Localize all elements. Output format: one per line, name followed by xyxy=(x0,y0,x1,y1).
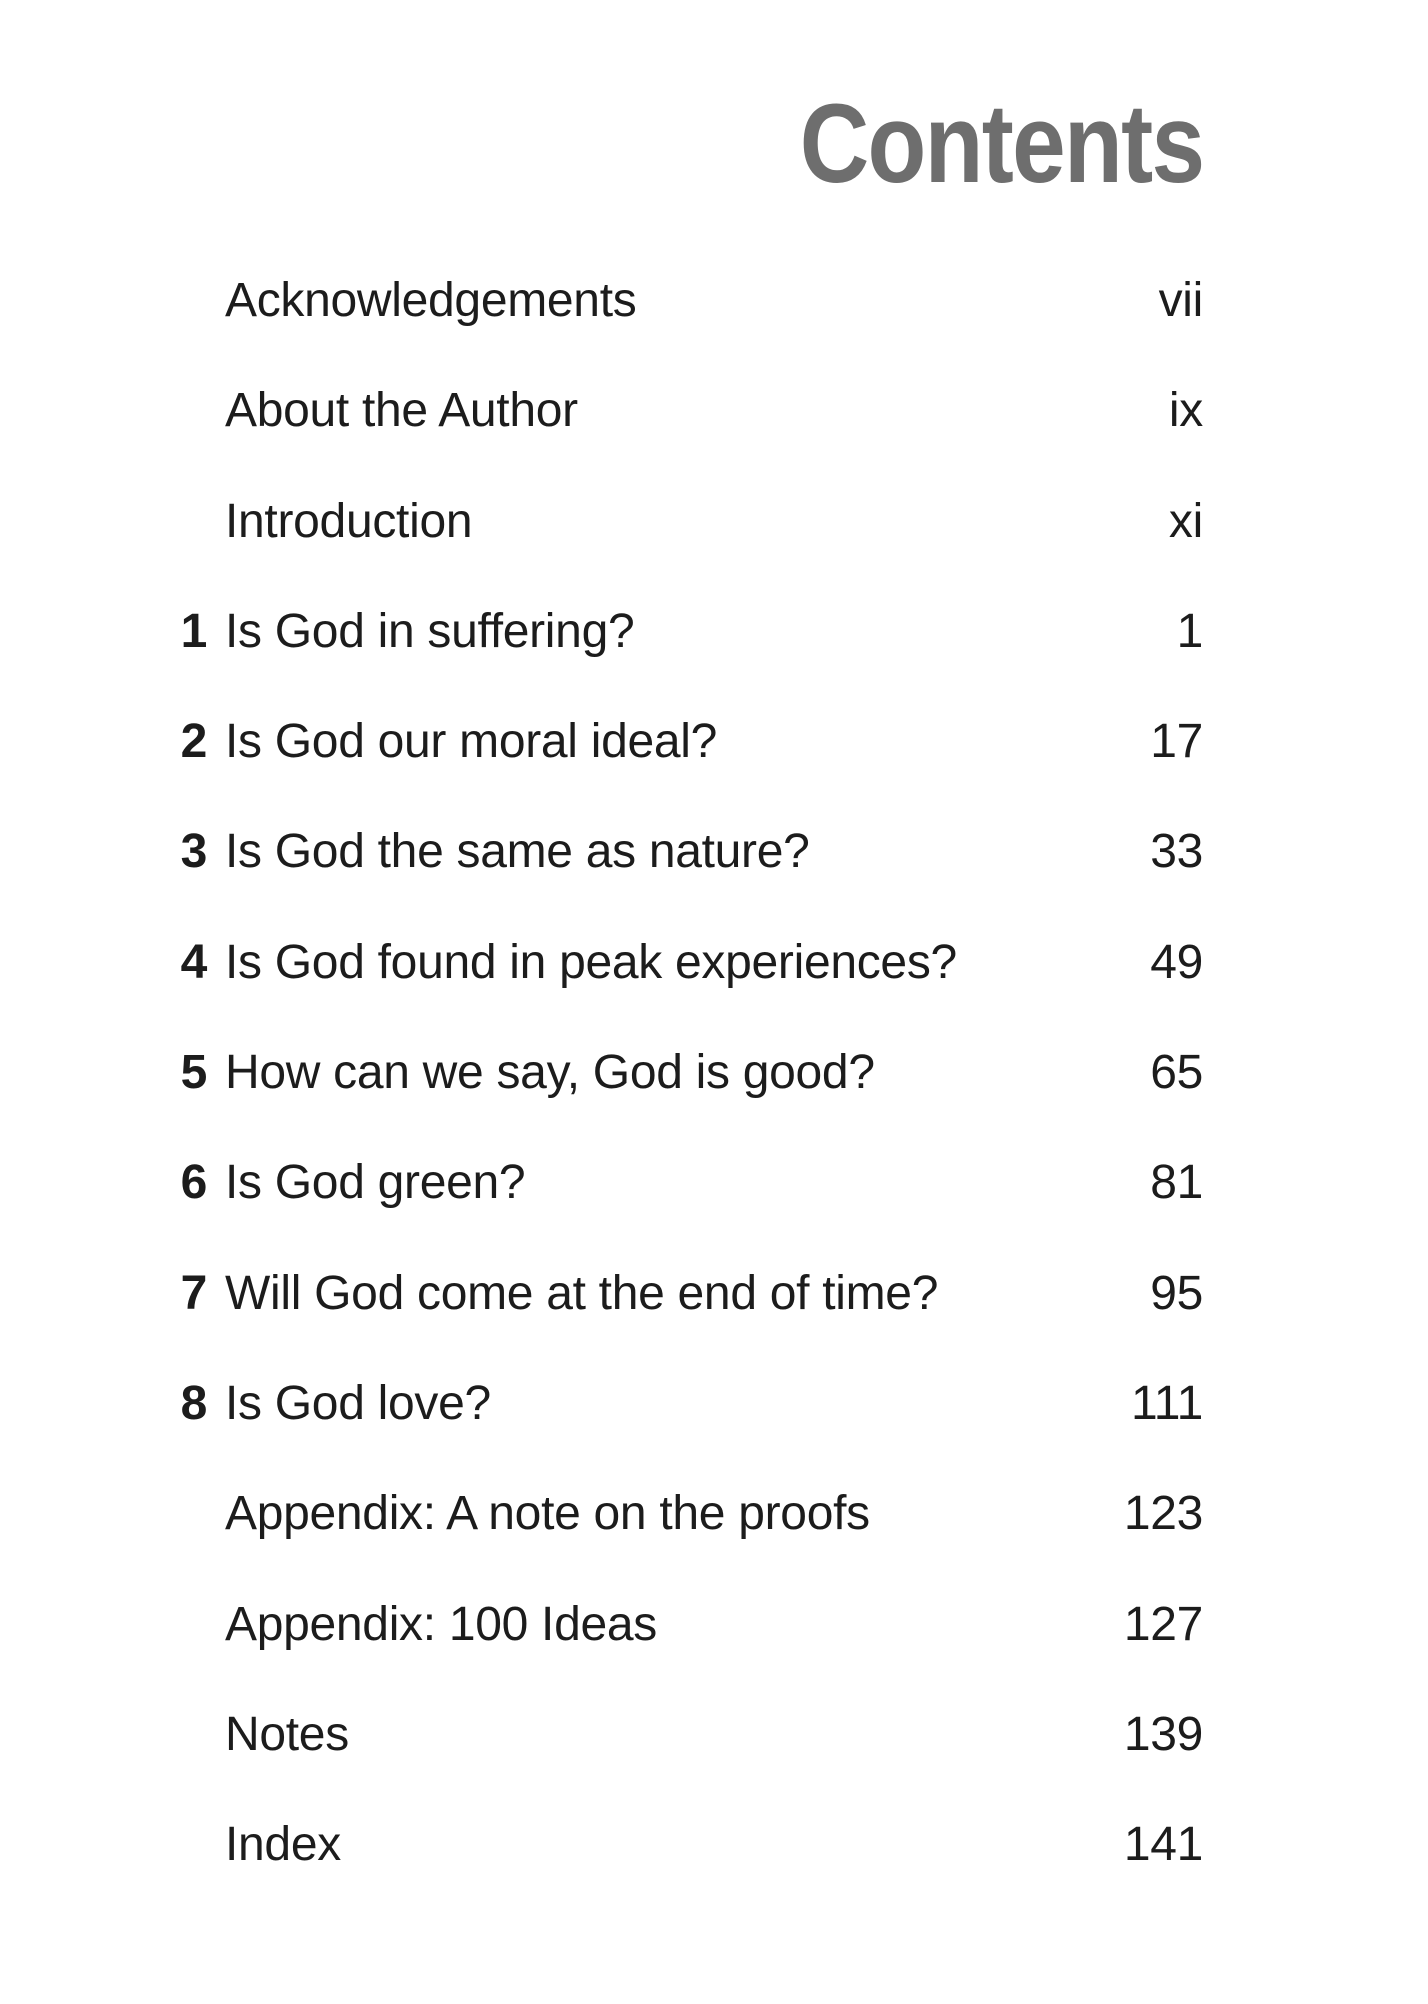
toc-entry: About the Author ix xyxy=(147,356,1203,466)
toc-entry: 5 How can we say, God is good? 65 xyxy=(147,1018,1204,1128)
chapter-number: 4 xyxy=(180,935,208,989)
entry-label: About the Author xyxy=(225,384,578,438)
entry-page-number: 95 xyxy=(1150,1266,1203,1320)
chapter-number: 1 xyxy=(180,604,208,658)
chapter-number: 8 xyxy=(180,1376,208,1430)
chapter-number: 6 xyxy=(180,1156,208,1210)
entry-label: Is God in suffering? xyxy=(225,604,635,658)
entry-page-number: 1 xyxy=(1176,604,1204,658)
entry-label: Acknowledgements xyxy=(225,274,637,327)
entry-page-number: 127 xyxy=(1123,1597,1203,1651)
entry-page-number: 141 xyxy=(1123,1818,1203,1872)
entry-label: Notes xyxy=(225,1707,349,1761)
entry-label: Will God come at the end of time? xyxy=(225,1266,939,1320)
entry-label: How can we say, God is good? xyxy=(225,1046,875,1100)
toc-entry: 3 Is God the same as nature? 33 xyxy=(147,797,1204,907)
chapter-number: 7 xyxy=(180,1266,208,1320)
chapter-number: 5 xyxy=(180,1046,208,1100)
toc-entry: Notes 139 xyxy=(147,1680,1203,1790)
toc-entry: Acknowledgements vii xyxy=(147,246,1203,356)
entry-label: Appendix: A note on the proofs xyxy=(225,1487,870,1541)
toc-entry: 1 Is God in suffering? 1 xyxy=(147,577,1204,687)
toc-entry: Appendix: 100 Ideas 127 xyxy=(147,1570,1203,1680)
entry-label: Is God green? xyxy=(225,1156,526,1210)
entry-page-number: 81 xyxy=(1150,1156,1203,1210)
entry-label: Is God our moral ideal? xyxy=(225,715,718,769)
entry-page-number: 49 xyxy=(1150,935,1203,989)
toc-entry: Index 141 xyxy=(147,1790,1203,1900)
entry-label: Is God found in peak experiences? xyxy=(225,935,957,989)
toc-entry: Introduction xi xyxy=(147,467,1203,577)
entry-page-number: ix xyxy=(1168,384,1203,438)
page-title: Contents xyxy=(799,81,1204,206)
entry-page-number: 123 xyxy=(1123,1487,1203,1541)
chapter-number: 2 xyxy=(180,715,208,769)
entry-page-number: vii xyxy=(1158,274,1204,327)
entry-label: Is God love? xyxy=(225,1376,491,1430)
toc-entry: 6 Is God green? 81 xyxy=(147,1128,1204,1238)
entry-page-number: xi xyxy=(1168,494,1203,548)
entry-label: Is God the same as nature? xyxy=(225,825,810,879)
entry-label: Appendix: 100 Ideas xyxy=(225,1597,657,1651)
entry-page-number: 65 xyxy=(1150,1046,1203,1100)
entry-page-number: 17 xyxy=(1150,715,1203,769)
entry-label: Introduction xyxy=(225,494,473,548)
entry-page-number: 111 xyxy=(1130,1376,1203,1430)
toc-entry: 8 Is God love? 111 xyxy=(147,1349,1204,1459)
entry-page-number: 139 xyxy=(1123,1707,1203,1761)
toc-entry: 2 Is God our moral ideal? 17 xyxy=(147,687,1204,797)
chapter-number: 3 xyxy=(180,825,208,879)
toc-entry: 7 Will God come at the end of time? 95 xyxy=(147,1239,1204,1349)
entry-label: Index xyxy=(225,1818,341,1872)
entry-page-number: 33 xyxy=(1150,825,1203,879)
toc-entry: Appendix: A note on the proofs 123 xyxy=(147,1459,1203,1569)
table-of-contents: Acknowledgements vii About the Author ix… xyxy=(147,246,1204,1900)
toc-entry: 4 Is God found in peak experiences? 49 xyxy=(147,908,1204,1018)
